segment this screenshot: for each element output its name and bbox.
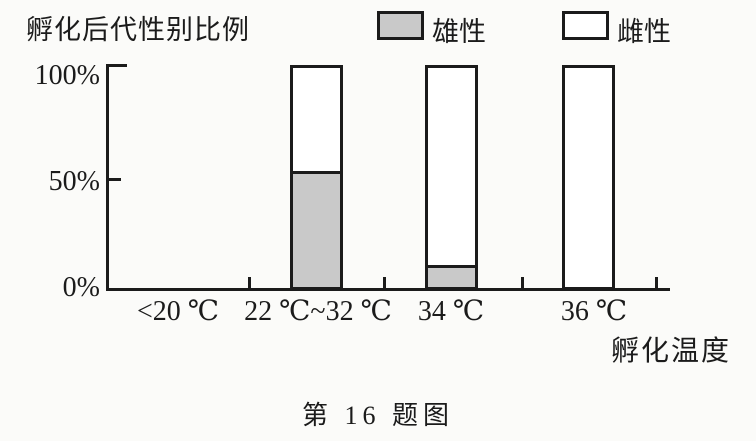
legend-label-female: 雌性 <box>617 17 671 47</box>
x-tick-2 <box>383 277 386 291</box>
x-tick-label-0: <20 ℃ <box>136 296 220 327</box>
x-tick-label-1: 22 ℃~32 ℃ <box>244 296 392 327</box>
stacked-bar-2 <box>424 65 478 290</box>
legend-swatch-male <box>377 11 424 40</box>
x-tick-label-2: 34 ℃ <box>417 296 485 327</box>
y-tick-label-0: 0% <box>62 272 100 303</box>
male-segment-1 <box>292 170 340 287</box>
legend-label-male: 雄性 <box>432 17 486 47</box>
x-axis-title: 孵化温度 <box>611 336 732 367</box>
x-tick-3 <box>521 277 524 291</box>
stacked-bar-1 <box>289 65 343 290</box>
y-axis <box>106 64 109 291</box>
stacked-bar-3 <box>561 65 615 290</box>
figure-caption: 第 16 题图 <box>301 401 455 430</box>
chart-title: 孵化后代性别比例 <box>26 15 250 45</box>
x-tick-label-3: 36 ℃ <box>560 296 628 327</box>
legend-swatch-female <box>562 11 609 40</box>
y-tick-label-50: 50% <box>48 166 100 197</box>
y-tick-50 <box>106 178 121 181</box>
y-tick-label-100: 100% <box>34 60 100 91</box>
x-axis <box>106 288 670 291</box>
y-tick-100 <box>106 64 127 67</box>
x-tick-1 <box>248 277 251 291</box>
x-tick-4 <box>655 277 658 291</box>
male-segment-2 <box>427 265 475 287</box>
